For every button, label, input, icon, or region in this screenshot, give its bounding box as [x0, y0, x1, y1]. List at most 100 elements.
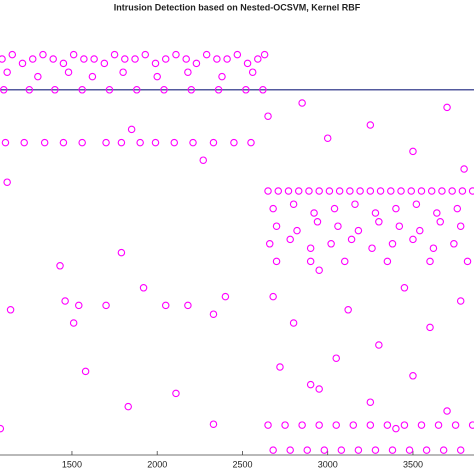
point — [265, 240, 274, 248]
point — [272, 222, 281, 230]
point — [284, 187, 293, 195]
point — [49, 55, 57, 63]
point — [189, 138, 197, 147]
point — [366, 121, 375, 129]
point — [182, 55, 190, 63]
point — [346, 187, 354, 195]
point — [407, 187, 416, 195]
point — [376, 187, 385, 195]
point — [117, 248, 126, 257]
point — [28, 55, 37, 63]
x-tick-label: 3500 — [403, 459, 423, 469]
point — [439, 446, 448, 454]
point — [368, 244, 376, 252]
point — [325, 187, 334, 195]
point — [371, 446, 380, 454]
point — [51, 86, 59, 94]
point — [429, 244, 438, 252]
point — [337, 446, 346, 454]
point — [349, 421, 358, 429]
point — [199, 156, 207, 164]
point — [426, 323, 434, 332]
point — [463, 257, 472, 266]
point — [453, 204, 462, 213]
point — [69, 319, 78, 327]
point — [59, 138, 68, 147]
point — [468, 187, 474, 195]
point — [151, 59, 160, 68]
point — [417, 187, 426, 195]
point — [214, 86, 223, 94]
point — [260, 50, 269, 59]
point — [354, 446, 363, 454]
point — [303, 446, 311, 454]
point — [80, 55, 88, 63]
point — [417, 421, 426, 429]
point — [221, 292, 230, 301]
point — [395, 222, 404, 230]
point — [323, 134, 332, 142]
point — [305, 187, 313, 195]
point — [276, 363, 284, 371]
point — [387, 187, 395, 195]
point — [458, 187, 467, 195]
point — [433, 209, 441, 217]
point — [426, 257, 434, 266]
point — [306, 257, 315, 266]
point — [443, 103, 451, 112]
point — [75, 301, 83, 310]
point — [139, 284, 148, 292]
point — [243, 59, 252, 68]
point — [366, 398, 375, 406]
point — [218, 72, 226, 81]
point — [34, 72, 42, 81]
point — [405, 446, 414, 454]
point — [127, 125, 136, 134]
point — [39, 50, 47, 59]
point — [448, 187, 456, 195]
point — [354, 226, 363, 235]
point — [88, 72, 97, 81]
point — [286, 446, 294, 454]
point — [272, 257, 281, 266]
point — [409, 372, 417, 380]
point — [90, 55, 98, 63]
point — [40, 138, 49, 147]
point — [18, 59, 27, 68]
point — [306, 380, 315, 389]
point — [259, 86, 267, 94]
point — [315, 385, 323, 393]
point — [388, 446, 397, 454]
point — [344, 306, 352, 314]
point — [247, 138, 255, 147]
point — [102, 301, 110, 310]
x-tick-label: 1500 — [62, 459, 82, 469]
point — [170, 138, 179, 147]
point — [281, 421, 289, 429]
point — [213, 55, 221, 63]
point — [451, 421, 460, 429]
point — [298, 99, 306, 107]
point — [416, 226, 424, 235]
point — [436, 218, 444, 226]
point — [78, 138, 86, 147]
point — [172, 50, 180, 59]
point — [383, 257, 392, 266]
x-tick-label: 3000 — [318, 459, 338, 469]
point — [456, 446, 465, 454]
point — [161, 55, 170, 63]
point — [124, 402, 132, 411]
point — [151, 138, 160, 147]
point — [383, 421, 392, 429]
point — [310, 209, 318, 217]
point — [332, 354, 340, 362]
point — [110, 50, 119, 59]
point — [69, 50, 78, 59]
point — [434, 421, 443, 429]
point — [121, 55, 129, 63]
point — [264, 421, 272, 429]
point — [81, 367, 90, 376]
point — [400, 284, 409, 292]
point — [427, 187, 436, 195]
